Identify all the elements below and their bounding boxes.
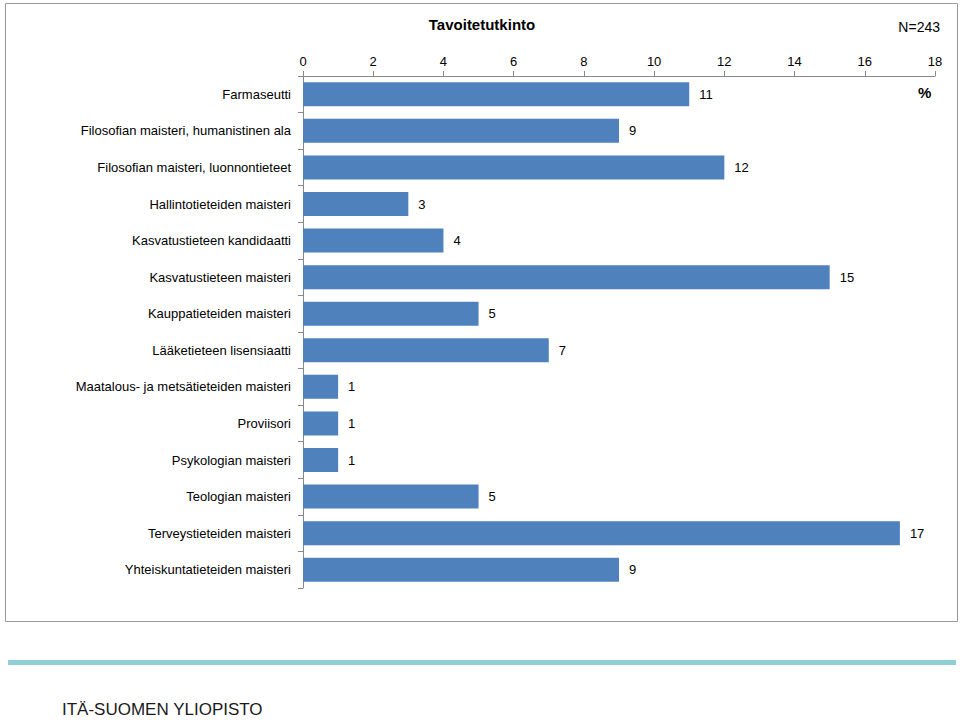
svg-text:Kasvatustieteen kandidaatti: Kasvatustieteen kandidaatti bbox=[132, 233, 291, 248]
svg-text:Yhteiskuntatieteiden maisteri: Yhteiskuntatieteiden maisteri bbox=[125, 562, 291, 577]
svg-text:Proviisori: Proviisori bbox=[238, 416, 292, 431]
svg-text:4: 4 bbox=[453, 233, 460, 248]
svg-text:5: 5 bbox=[489, 306, 496, 321]
svg-text:15: 15 bbox=[840, 270, 854, 285]
svg-text:7: 7 bbox=[559, 343, 566, 358]
svg-text:1: 1 bbox=[348, 453, 355, 468]
svg-text:3: 3 bbox=[418, 197, 425, 212]
svg-text:12: 12 bbox=[734, 160, 748, 175]
svg-text:5: 5 bbox=[489, 489, 496, 504]
svg-text:Terveystieteiden maisteri: Terveystieteiden maisteri bbox=[148, 526, 291, 541]
svg-text:N=243: N=243 bbox=[898, 19, 940, 35]
svg-text:Lääketieteen lisensiaatti: Lääketieteen lisensiaatti bbox=[152, 343, 291, 358]
svg-text:Maatalous- ja metsätieteiden m: Maatalous- ja metsätieteiden maisteri bbox=[76, 379, 291, 394]
svg-text:ITÄ-SUOMEN YLIOPISTO: ITÄ-SUOMEN YLIOPISTO bbox=[62, 700, 263, 719]
svg-text:Psykologian maisteri: Psykologian maisteri bbox=[172, 453, 291, 468]
svg-text:10: 10 bbox=[647, 54, 661, 69]
svg-text:16: 16 bbox=[858, 54, 872, 69]
svg-text:%: % bbox=[918, 84, 931, 101]
svg-text:8: 8 bbox=[580, 54, 587, 69]
svg-text:2: 2 bbox=[370, 54, 377, 69]
svg-text:Filosofian maisteri, humanisti: Filosofian maisteri, humanistinen ala bbox=[81, 123, 292, 138]
svg-text:9: 9 bbox=[629, 562, 636, 577]
svg-text:4: 4 bbox=[440, 54, 447, 69]
svg-text:18: 18 bbox=[928, 54, 942, 69]
svg-text:12: 12 bbox=[717, 54, 731, 69]
svg-text:0: 0 bbox=[299, 54, 306, 69]
svg-text:17: 17 bbox=[910, 526, 924, 541]
svg-text:9: 9 bbox=[629, 123, 636, 138]
svg-text:Kauppatieteiden maisteri: Kauppatieteiden maisteri bbox=[148, 306, 291, 321]
svg-text:1: 1 bbox=[348, 379, 355, 394]
svg-text:1: 1 bbox=[348, 416, 355, 431]
svg-text:11: 11 bbox=[699, 87, 713, 102]
svg-text:Farmaseutti: Farmaseutti bbox=[222, 87, 291, 102]
svg-text:Hallintotieteiden maisteri: Hallintotieteiden maisteri bbox=[149, 197, 291, 212]
svg-text:Kasvatustieteen maisteri: Kasvatustieteen maisteri bbox=[149, 270, 291, 285]
svg-text:Filosofian maisteri, luonnonti: Filosofian maisteri, luonnontieteet bbox=[97, 160, 291, 175]
svg-text:Tavoitetutkinto: Tavoitetutkinto bbox=[429, 16, 535, 33]
svg-text:6: 6 bbox=[510, 54, 517, 69]
svg-text:14: 14 bbox=[787, 54, 801, 69]
svg-text:Teologian maisteri: Teologian maisteri bbox=[186, 489, 291, 504]
